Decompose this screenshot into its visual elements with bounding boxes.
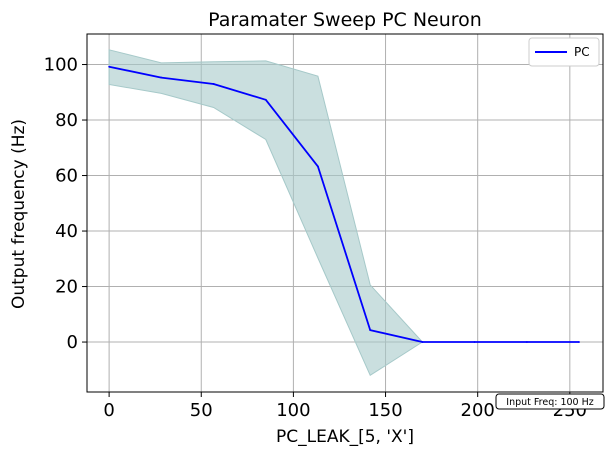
annotation-box: Input Freq: 100 Hz <box>495 393 605 410</box>
y-axis: 0 20 40 60 80 100 <box>44 55 87 353</box>
data-point <box>578 341 580 343</box>
y-tick-label: 100 <box>44 55 78 76</box>
line-layer <box>108 65 580 343</box>
plot-frame <box>86 33 604 393</box>
annotation-frame <box>495 393 605 410</box>
x-tick-label: 200 <box>461 400 495 421</box>
data-point <box>473 341 476 343</box>
x-tick-label: 50 <box>190 400 213 421</box>
data-point <box>212 83 215 85</box>
x-tick-label: 0 <box>103 400 114 421</box>
data-point <box>317 165 319 168</box>
y-tick-label: 40 <box>55 221 78 242</box>
data-point <box>421 341 424 343</box>
y-tick-label: 0 <box>67 332 78 353</box>
series-line-pc <box>108 65 579 343</box>
legend: PC <box>528 37 600 67</box>
data-point <box>525 341 528 343</box>
y-tick-label: 60 <box>55 166 78 187</box>
band-layer <box>108 49 579 377</box>
x-tick-label: 100 <box>276 400 310 421</box>
x-axis-label: PC_LEAK_[5, 'X'] <box>276 427 414 447</box>
y-tick-label: 20 <box>55 277 78 298</box>
data-point <box>160 76 163 79</box>
y-axis-label: Output frequency (Hz) <box>9 119 29 309</box>
data-point <box>108 65 111 68</box>
chart-title: Paramater Sweep PC Neuron <box>208 9 482 31</box>
data-point <box>369 329 372 332</box>
legend-label-pc: PC <box>574 45 590 59</box>
data-point <box>264 98 267 101</box>
confidence-band-pc <box>108 49 579 377</box>
y-tick-label: 80 <box>55 110 78 131</box>
annotation-text: Input Freq: 100 Hz <box>506 397 593 408</box>
x-tick-label: 150 <box>368 400 402 421</box>
